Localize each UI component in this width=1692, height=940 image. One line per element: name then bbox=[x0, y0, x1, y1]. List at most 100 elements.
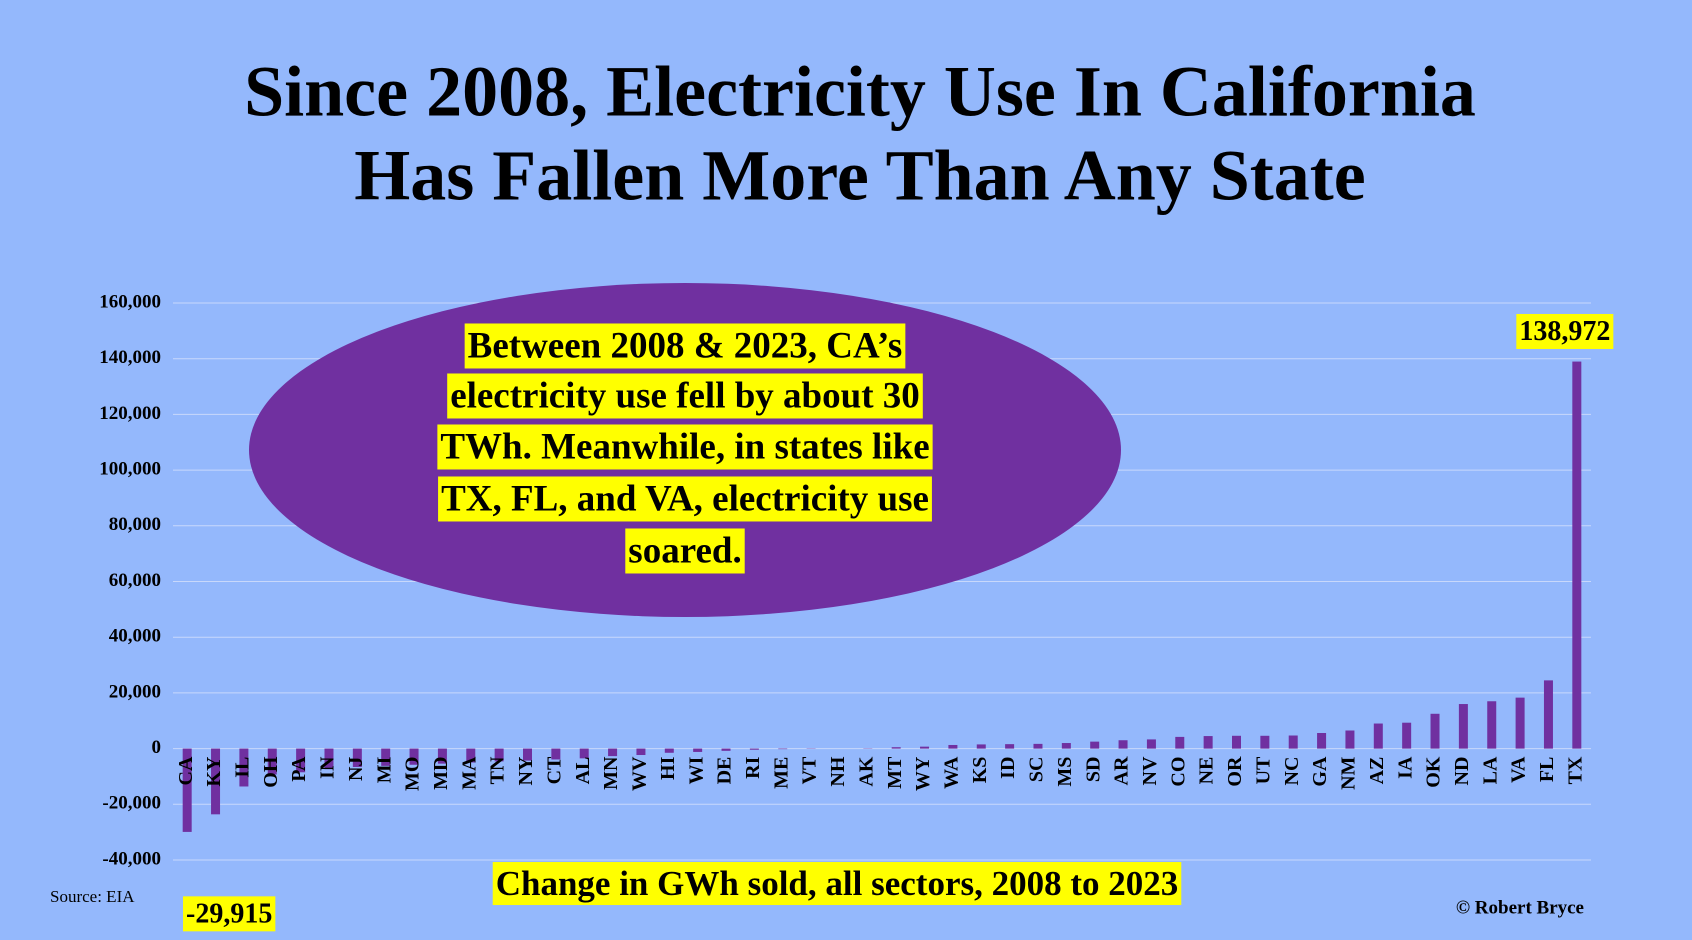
x-tick-label: UT bbox=[1252, 756, 1274, 784]
x-tick-label: WV bbox=[629, 756, 651, 791]
x-tick-label: MT bbox=[884, 756, 906, 789]
y-tick-label: 80,000 bbox=[109, 514, 161, 535]
bar bbox=[1090, 741, 1100, 749]
bar bbox=[296, 748, 306, 773]
bar bbox=[437, 748, 447, 764]
y-tick-label: -40,000 bbox=[102, 848, 161, 869]
x-tick-label: MI bbox=[373, 756, 395, 783]
x-tick-label: NC bbox=[1281, 757, 1303, 786]
x-tick-label: FL bbox=[1536, 757, 1558, 783]
y-tick-label: 20,000 bbox=[109, 681, 161, 702]
x-tick-label: TN bbox=[487, 756, 509, 784]
bar bbox=[891, 747, 901, 749]
bar bbox=[523, 748, 532, 761]
highlight bbox=[625, 528, 745, 574]
bar bbox=[920, 746, 930, 749]
x-tick-label: WY bbox=[912, 756, 934, 791]
y-tick-label: 100,000 bbox=[99, 458, 161, 479]
bar bbox=[1430, 713, 1440, 749]
bar bbox=[1572, 361, 1582, 749]
y-tick-label: -20,000 bbox=[102, 793, 161, 814]
x-tick-label: AL bbox=[572, 757, 594, 785]
bar bbox=[976, 744, 986, 749]
bar bbox=[352, 748, 362, 767]
bar bbox=[1146, 739, 1156, 749]
highlight bbox=[183, 896, 276, 932]
bar bbox=[1005, 744, 1015, 749]
bar bbox=[693, 748, 703, 752]
bar bbox=[1345, 730, 1355, 749]
x-tick-label: OK bbox=[1423, 756, 1445, 788]
x-tick-label: DE bbox=[714, 757, 736, 785]
highlight bbox=[438, 476, 932, 522]
x-tick-label: IA bbox=[1394, 756, 1416, 779]
bar bbox=[1288, 735, 1298, 749]
highlight bbox=[447, 373, 923, 419]
bar bbox=[551, 748, 561, 760]
x-tick-label: OH bbox=[260, 756, 282, 788]
x-tick-label: ND bbox=[1451, 757, 1473, 786]
x-tick-label: IN bbox=[317, 756, 339, 779]
annotation-text: electricity use fell by about 30 bbox=[450, 375, 920, 416]
bar bbox=[409, 748, 419, 765]
y-tick-label: 160,000 bbox=[99, 291, 161, 312]
x-tick-label: NV bbox=[1139, 756, 1161, 785]
x-tick-label: VT bbox=[799, 756, 821, 784]
bar bbox=[1458, 704, 1468, 749]
y-tick-label: 140,000 bbox=[99, 347, 161, 368]
bar bbox=[1317, 733, 1327, 749]
chart-title: Since 2008, Electricity Use In Californi… bbox=[244, 52, 1476, 132]
x-tick-label: PA bbox=[288, 756, 310, 782]
credit: © Robert Bryce bbox=[1456, 897, 1584, 918]
highlight bbox=[437, 424, 933, 470]
bar bbox=[1175, 736, 1185, 749]
x-tick-label: WI bbox=[685, 756, 707, 784]
bar bbox=[1260, 735, 1270, 749]
axis-title: Change in GWh sold, all sectors, 2008 to… bbox=[496, 864, 1179, 903]
bar bbox=[636, 748, 646, 756]
bar bbox=[494, 748, 504, 762]
x-tick-label: MO bbox=[402, 757, 424, 791]
bar bbox=[1232, 735, 1241, 749]
highlight bbox=[492, 862, 1182, 906]
bar bbox=[721, 748, 731, 751]
highlight bbox=[464, 323, 906, 369]
y-tick-label: 60,000 bbox=[109, 570, 161, 591]
bar bbox=[466, 748, 476, 763]
bar bbox=[182, 748, 192, 832]
bar bbox=[1033, 743, 1043, 749]
bar bbox=[1487, 701, 1497, 749]
value-label: 138,972 bbox=[1519, 316, 1610, 347]
bar bbox=[324, 748, 334, 770]
bar bbox=[1203, 736, 1213, 749]
x-tick-label: SD bbox=[1082, 757, 1104, 783]
highlight bbox=[1516, 313, 1614, 349]
x-tick-label: MA bbox=[458, 756, 480, 790]
x-tick-label: LA bbox=[1479, 756, 1501, 784]
x-tick-label: SC bbox=[1026, 757, 1048, 783]
x-tick-label: NH bbox=[827, 756, 849, 786]
bar bbox=[1373, 723, 1383, 749]
x-tick-label: AK bbox=[855, 756, 877, 786]
bar bbox=[749, 748, 759, 750]
x-tick-label: MS bbox=[1054, 757, 1076, 787]
annotation-text: TX, FL, and VA, electricity use bbox=[441, 478, 929, 519]
x-tick-label: MD bbox=[430, 757, 452, 790]
x-tick-label: VA bbox=[1508, 756, 1530, 783]
bar bbox=[1543, 680, 1553, 749]
x-tick-label: HI bbox=[657, 756, 679, 780]
annotation-text: Between 2008 & 2023, CA’s bbox=[468, 325, 903, 366]
bar bbox=[211, 748, 221, 815]
bar bbox=[664, 748, 674, 753]
bar bbox=[1515, 697, 1525, 749]
value-label: -29,915 bbox=[186, 898, 272, 929]
labels: -40,000 -20,000 0 20,000 40,000 60,000 80,000 1… bbox=[50, 291, 1614, 932]
bars bbox=[182, 361, 1582, 832]
y-tick-label: 40,000 bbox=[109, 626, 161, 647]
bar bbox=[778, 748, 788, 750]
y-tick-label: 0 bbox=[152, 737, 162, 758]
bar bbox=[1061, 743, 1071, 749]
x-tick-label: NY bbox=[515, 756, 537, 785]
y-tick-label: 120,000 bbox=[99, 403, 161, 424]
